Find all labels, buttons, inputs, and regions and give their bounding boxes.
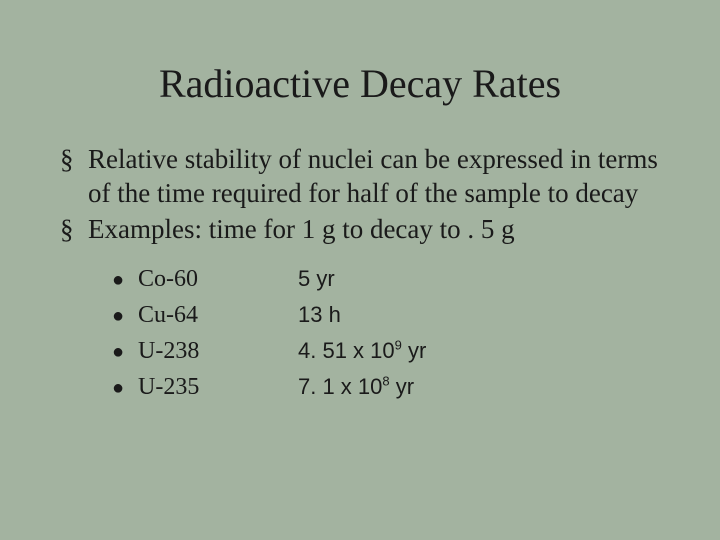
slide-body: § Relative stability of nuclei can be ex…	[50, 143, 670, 402]
list-item: ● Cu-64 13 h	[112, 300, 670, 330]
dot-icon: ●	[112, 304, 138, 329]
slide-title: Radioactive Decay Rates	[50, 60, 670, 107]
isotope-name: Co-60	[138, 264, 298, 294]
slide: Radioactive Decay Rates § Relative stabi…	[0, 0, 720, 540]
isotope-list: ● Co-60 5 yr ● Cu-64 13 h ● U-238 4. 51 …	[60, 264, 670, 402]
bullet-item: § Relative stability of nuclei can be ex…	[60, 143, 670, 211]
dot-icon: ●	[112, 340, 138, 365]
isotope-halflife: 13 h	[298, 301, 341, 329]
dot-icon: ●	[112, 268, 138, 293]
section-mark-icon: §	[60, 213, 88, 247]
isotope-halflife: 4. 51 x 109 yr	[298, 337, 426, 365]
isotope-halflife: 5 yr	[298, 265, 335, 293]
dot-icon: ●	[112, 376, 138, 401]
list-item: ● Co-60 5 yr	[112, 264, 670, 294]
isotope-name: U-235	[138, 372, 298, 402]
list-item: ● U-235 7. 1 x 108 yr	[112, 372, 670, 402]
isotope-name: Cu-64	[138, 300, 298, 330]
bullet-text: Examples: time for 1 g to decay to . 5 g	[88, 213, 670, 247]
bullet-item: § Examples: time for 1 g to decay to . 5…	[60, 213, 670, 247]
section-mark-icon: §	[60, 143, 88, 211]
list-item: ● U-238 4. 51 x 109 yr	[112, 336, 670, 366]
bullet-text: Relative stability of nuclei can be expr…	[88, 143, 670, 211]
isotope-halflife: 7. 1 x 108 yr	[298, 373, 414, 401]
isotope-name: U-238	[138, 336, 298, 366]
